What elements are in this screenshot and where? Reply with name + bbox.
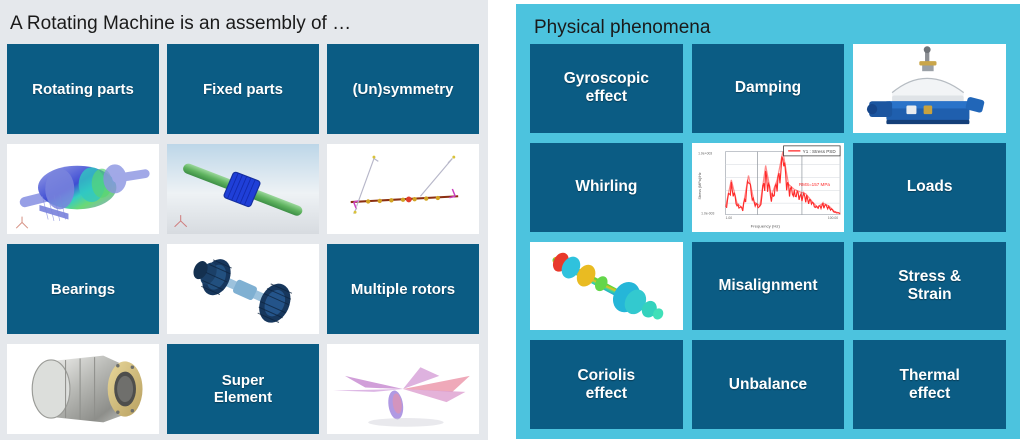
svg-text:1.00: 1.00: [725, 216, 732, 220]
tile-damping[interactable]: Damping: [691, 44, 845, 133]
grid-cell: Coriolis effect: [530, 340, 683, 429]
svg-text:1.0e-003: 1.0e-003: [701, 211, 714, 215]
svg-text:1.0e+003: 1.0e+003: [698, 151, 712, 155]
tile-misalignment[interactable]: Misalignment: [691, 241, 845, 331]
image-turbine-rotor-cad: [167, 244, 319, 334]
tile-label: Bearings: [50, 280, 116, 298]
tile-label: Misalignment: [718, 276, 818, 294]
tile-unsymmetry[interactable]: (Un)symmetry: [327, 44, 479, 134]
left-panel-title: A Rotating Machine is an assembly of …: [10, 13, 352, 34]
tile-label: Fixed parts: [202, 80, 284, 98]
grid-cell: Gyroscopic effect: [530, 44, 683, 133]
grid-cell: [167, 244, 319, 334]
tile-label: Super Element: [213, 372, 273, 406]
tile-rotating-parts[interactable]: Rotating parts: [7, 44, 159, 134]
grid-cell: Bearings: [7, 244, 159, 334]
image-stress-contour-rotor: [530, 241, 683, 331]
tile-whirling[interactable]: Whirling: [530, 142, 683, 232]
image-journal-bearing: [7, 344, 159, 434]
grid-cell: Multiple rotors: [327, 244, 479, 334]
tile-loads[interactable]: Loads: [853, 142, 1006, 232]
tile-label: Damping: [734, 79, 802, 97]
image-psd-spectrum-chart: Y1 : Stress PSD RMS=157 MPa Frequency (H…: [691, 142, 845, 232]
grid-cell: [530, 241, 683, 331]
tile-label: (Un)symmetry: [352, 80, 454, 98]
grid-cell: Misalignment: [691, 241, 845, 331]
svg-text:Stress (MPa)/Hz: Stress (MPa)/Hz: [698, 172, 702, 199]
tile-unbalance[interactable]: Unbalance: [691, 340, 845, 429]
grid-cell: [327, 344, 479, 434]
grid-cell: [167, 144, 319, 234]
tile-label: Multiple rotors: [350, 280, 456, 298]
grid-cell: Whirling: [530, 142, 683, 232]
grid-cell: [7, 144, 159, 234]
svg-text:100.00: 100.00: [828, 216, 838, 220]
grid-cell: [853, 44, 1006, 133]
image-mode-shape-dragonfly: [327, 344, 479, 434]
grid-cell: Damping: [691, 44, 845, 133]
tile-bearings[interactable]: Bearings: [7, 244, 159, 334]
grid-cell: Super Element: [167, 344, 319, 434]
image-rotor-line-model: [327, 144, 479, 234]
grid-cell: Stress & Strain: [853, 241, 1006, 331]
tile-label: Whirling: [575, 178, 638, 196]
grid-cell: Unbalance: [691, 340, 845, 429]
grid-cell: (Un)symmetry: [327, 44, 479, 134]
svg-text:Frequency (Hz): Frequency (Hz): [750, 223, 780, 228]
tile-fixed-parts[interactable]: Fixed parts: [167, 44, 319, 134]
grid-cell: Loads: [853, 142, 1006, 232]
tile-label: Stress & Strain: [898, 267, 962, 303]
image-rotor-assembly-fem: [7, 144, 159, 234]
tile-label: Loads: [906, 178, 953, 196]
tile-thermal-effect[interactable]: Thermal effect: [853, 340, 1006, 429]
left-panel: A Rotating Machine is an assembly of … R…: [0, 0, 488, 440]
grid-cell: [327, 144, 479, 234]
grid-cell: Y1 : Stress PSD RMS=157 MPa Frequency (H…: [691, 142, 845, 232]
svg-text:Y1 : Stress PSD: Y1 : Stress PSD: [802, 149, 835, 154]
image-blue-separator-machine: [853, 44, 1006, 133]
tile-multiple-rotors[interactable]: Multiple rotors: [327, 244, 479, 334]
tile-label: Coriolis effect: [577, 366, 636, 402]
right-panel-grid: Gyroscopic effect Damping Whirling: [530, 44, 1006, 429]
right-panel: Physical phenomena Gyroscopic effect Damp…: [516, 4, 1020, 439]
tile-super-element[interactable]: Super Element: [167, 344, 319, 434]
left-panel-grid: Rotating parts Fixed parts (Un)symmetry: [7, 44, 479, 434]
tile-label: Unbalance: [728, 375, 808, 393]
grid-cell: Fixed parts: [167, 44, 319, 134]
svg-text:RMS=157 MPa: RMS=157 MPa: [799, 182, 831, 187]
tile-gyroscopic-effect[interactable]: Gyroscopic effect: [530, 44, 683, 133]
tile-label: Rotating parts: [32, 80, 134, 98]
grid-cell: Thermal effect: [853, 340, 1006, 429]
image-green-shaft-with-disc: [167, 144, 319, 234]
tile-label: Gyroscopic effect: [563, 70, 649, 106]
right-panel-title: Physical phenomena: [534, 17, 711, 38]
grid-cell: [7, 344, 159, 434]
tile-stress-strain[interactable]: Stress & Strain: [853, 241, 1006, 331]
grid-cell: Rotating parts: [7, 44, 159, 134]
tile-label: Thermal effect: [899, 366, 960, 402]
tile-coriolis-effect[interactable]: Coriolis effect: [530, 340, 683, 429]
